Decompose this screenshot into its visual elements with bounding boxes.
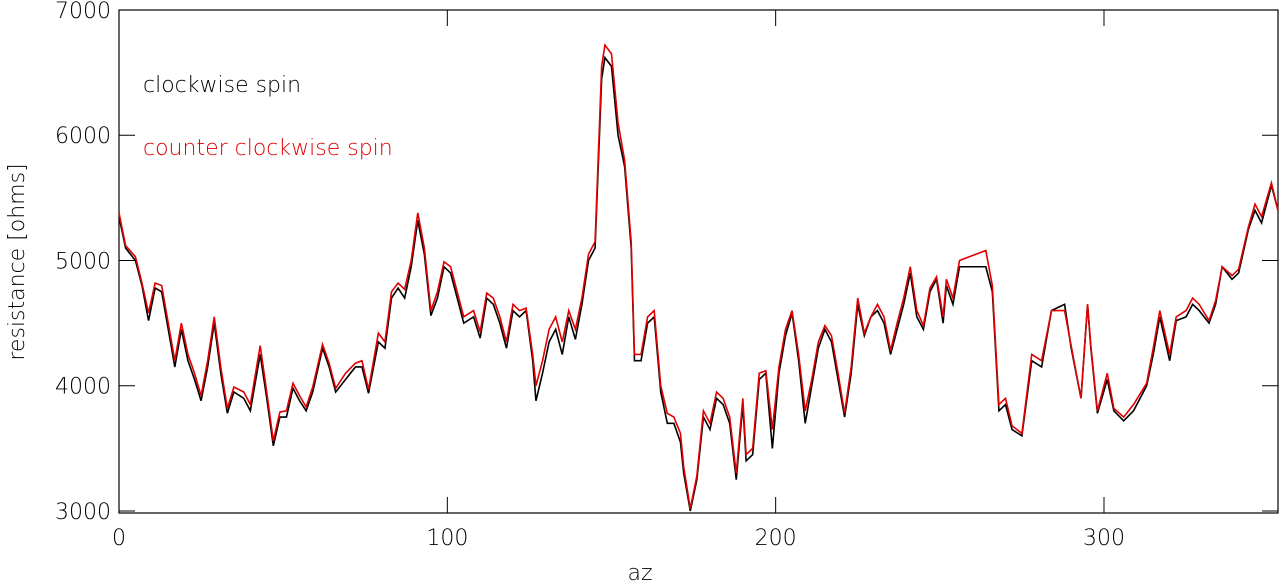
y-tick-label: 5000 <box>55 249 111 274</box>
y-tick-label: 3000 <box>55 500 111 525</box>
series-line <box>118 43 1279 509</box>
x-tick-label: 100 <box>426 526 468 551</box>
y-axis-label: resistance [ohms] <box>5 163 30 360</box>
x-tick-label: 300 <box>1083 526 1125 551</box>
y-tick-label: 7000 <box>55 0 111 24</box>
legend-label: counter clockwise spin <box>143 136 393 161</box>
plot-frame <box>118 9 1279 514</box>
y-tick-label: 4000 <box>55 375 111 400</box>
series-line <box>118 55 1279 512</box>
y-tick-label: 6000 <box>55 124 111 149</box>
x-axis-label: az <box>627 561 652 585</box>
x-tick-label: 0 <box>112 526 126 551</box>
x-tick-label: 200 <box>755 526 797 551</box>
legend-label: clockwise spin <box>143 73 301 98</box>
